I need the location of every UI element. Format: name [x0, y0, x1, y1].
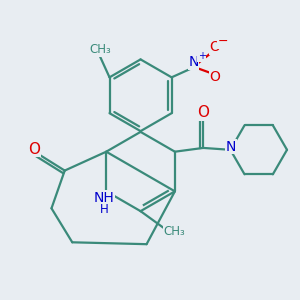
Text: CH₃: CH₃ — [164, 225, 185, 239]
Text: +: + — [198, 51, 206, 61]
Text: O: O — [28, 142, 40, 157]
Text: O: O — [209, 70, 220, 84]
Text: N: N — [226, 140, 236, 154]
Text: −: − — [218, 35, 228, 48]
Text: CH₃: CH₃ — [89, 43, 111, 56]
Text: NH: NH — [94, 191, 115, 205]
Text: H: H — [100, 203, 109, 216]
Text: O: O — [209, 40, 220, 54]
Text: O: O — [197, 105, 209, 120]
Text: N: N — [188, 55, 199, 69]
